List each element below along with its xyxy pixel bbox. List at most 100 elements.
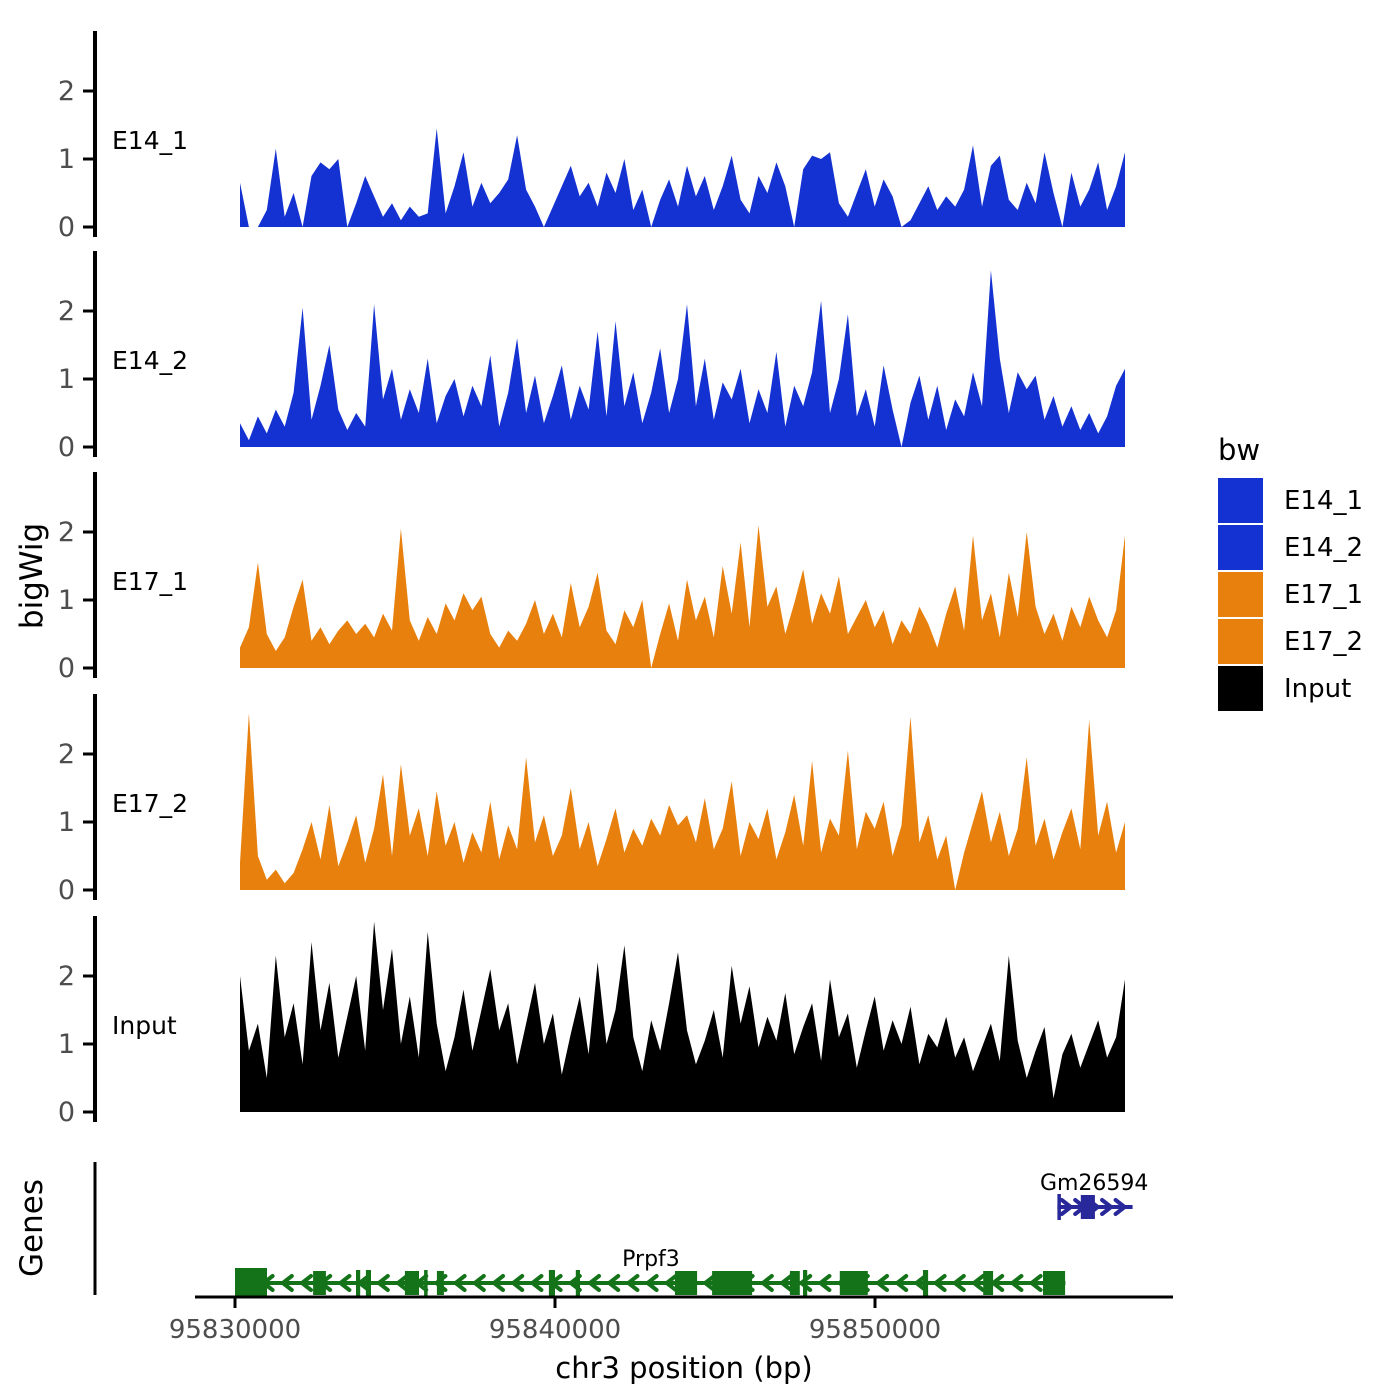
exon-wide bbox=[1080, 1195, 1095, 1219]
x-axis-title: chr3 position (bp) bbox=[555, 1351, 812, 1385]
strand-chevron-icon bbox=[972, 1274, 985, 1292]
gene-Prpf3: Prpf3 bbox=[235, 1247, 1066, 1298]
exon-wide bbox=[983, 1271, 994, 1295]
y-tick-label: 1 bbox=[58, 807, 75, 838]
strand-chevron-icon bbox=[472, 1274, 486, 1292]
track-label: Input bbox=[112, 1011, 177, 1040]
coverage-area-E14_1 bbox=[240, 128, 1125, 227]
strand-chevron-icon bbox=[511, 1274, 525, 1292]
track-E17_2: 0 1 2 E17_2 bbox=[58, 694, 1125, 906]
track-E14_1: 0 1 2 E14_1 bbox=[58, 31, 1125, 243]
strand-chevron-icon bbox=[626, 1274, 640, 1292]
y-tick-label: 0 bbox=[58, 212, 75, 243]
y-tick-label: 0 bbox=[58, 1097, 75, 1128]
exon-wide bbox=[675, 1271, 698, 1295]
exon-wide bbox=[1043, 1271, 1066, 1295]
strand-chevron-icon bbox=[760, 1274, 774, 1292]
exon-thin bbox=[575, 1270, 580, 1296]
legend-key-E14_2 bbox=[1218, 525, 1263, 570]
strand-chevron-icon bbox=[1029, 1274, 1043, 1292]
y-tick-label: 2 bbox=[58, 76, 75, 107]
exon-thin bbox=[803, 1270, 808, 1296]
legend-label-E14_2: E14_2 bbox=[1284, 533, 1363, 563]
strand-chevron-icon bbox=[280, 1274, 294, 1292]
strand-chevron-icon bbox=[818, 1274, 832, 1292]
y-axis-title: bigWig bbox=[14, 523, 50, 629]
y-tick-label: 2 bbox=[58, 739, 75, 770]
strand-chevron-icon bbox=[607, 1274, 621, 1292]
exon-thin bbox=[548, 1270, 555, 1296]
coverage-area-E17_1 bbox=[240, 525, 1125, 668]
legend-label-E17_1: E17_1 bbox=[1284, 580, 1363, 610]
y-tick-label: 1 bbox=[58, 585, 75, 616]
y-tick-label: 0 bbox=[58, 653, 75, 684]
exon-thin bbox=[923, 1270, 929, 1296]
genes-axis-title: Genes bbox=[14, 1179, 50, 1277]
y-tick-label: 2 bbox=[58, 961, 75, 992]
y-tick-label: 1 bbox=[58, 1029, 75, 1060]
legend-key-E17_1 bbox=[1218, 572, 1263, 617]
exon-thin bbox=[1057, 1194, 1061, 1220]
x-tick-label: 95850000 bbox=[809, 1315, 941, 1345]
strand-chevron-icon bbox=[664, 1274, 678, 1292]
track-label: E14_1 bbox=[112, 126, 188, 155]
strand-chevron-icon bbox=[338, 1274, 352, 1292]
strand-chevron-icon bbox=[780, 1274, 793, 1292]
y-tick-label: 1 bbox=[58, 144, 75, 175]
strand-chevron-icon bbox=[376, 1274, 390, 1292]
strand-chevron-icon bbox=[703, 1274, 717, 1292]
legend-label-E17_2: E17_2 bbox=[1284, 627, 1363, 657]
strand-chevron-icon bbox=[645, 1274, 659, 1292]
strand-chevron-icon bbox=[300, 1274, 313, 1292]
coverage-area-Input bbox=[240, 921, 1125, 1112]
strand-chevron-icon bbox=[933, 1274, 947, 1292]
y-tick-label: 1 bbox=[58, 364, 75, 395]
strand-chevron-icon bbox=[588, 1274, 601, 1292]
exon-wide bbox=[789, 1271, 800, 1295]
exon-wide bbox=[313, 1271, 326, 1295]
exon-thin bbox=[424, 1270, 428, 1296]
strand-chevron-icon bbox=[1010, 1274, 1024, 1292]
legend-key-E17_2 bbox=[1218, 619, 1263, 664]
legend-title: bw bbox=[1218, 433, 1260, 467]
track-label: E17_2 bbox=[112, 789, 188, 818]
tracks-panel: 0 1 2 E14_1 0 1 2 E14_2 0 1 2 E17_1 0 1 2 E17_2 0 1 2 Input bbox=[58, 31, 1125, 1128]
exon-wide bbox=[712, 1271, 753, 1295]
gene-Gm26594: Gm26594 bbox=[1040, 1171, 1148, 1220]
track-Input: 0 1 2 Input bbox=[58, 916, 1125, 1128]
strand-chevron-icon bbox=[914, 1274, 928, 1292]
track-E14_2: 0 1 2 E14_2 bbox=[58, 251, 1125, 463]
strand-chevron-icon bbox=[952, 1274, 966, 1292]
genes-panel: Gm26594 Prpf3 bbox=[93, 1162, 1148, 1298]
strand-chevron-icon bbox=[453, 1274, 467, 1292]
y-tick-label: 0 bbox=[58, 432, 75, 463]
y-tick-label: 2 bbox=[58, 517, 75, 548]
legend: E14_1 E14_2 E17_1 E17_2 Input bbox=[1218, 478, 1363, 711]
coverage-area-E14_2 bbox=[240, 270, 1125, 447]
strand-chevron-icon bbox=[895, 1274, 909, 1292]
y-tick-label: 2 bbox=[58, 296, 75, 327]
coverage-area-E17_2 bbox=[240, 713, 1125, 890]
exon-wide bbox=[436, 1271, 444, 1295]
gene-label: Prpf3 bbox=[622, 1247, 680, 1272]
y-tick-label: 0 bbox=[58, 875, 75, 906]
legend-label-E14_1: E14_1 bbox=[1284, 486, 1363, 516]
strand-chevron-icon bbox=[1113, 1198, 1127, 1216]
x-axis: 95830000 95840000 95850000 bbox=[169, 1295, 1173, 1345]
strand-chevron-icon bbox=[991, 1274, 1005, 1292]
exon-thin bbox=[356, 1270, 361, 1296]
track-E17_1: 0 1 2 E17_1 bbox=[58, 472, 1125, 684]
strand-chevron-icon bbox=[876, 1274, 889, 1292]
strand-chevron-icon bbox=[1059, 1198, 1073, 1216]
x-tick-label: 95830000 bbox=[169, 1315, 301, 1345]
x-tick-label: 95840000 bbox=[489, 1315, 621, 1345]
exon-wide bbox=[839, 1271, 868, 1295]
exon-thin bbox=[365, 1270, 371, 1296]
legend-key-Input bbox=[1218, 666, 1263, 711]
legend-key-E14_1 bbox=[1218, 478, 1263, 523]
track-label: E17_1 bbox=[112, 567, 188, 596]
legend-label-Input: Input bbox=[1284, 674, 1351, 704]
exon-wide bbox=[404, 1271, 419, 1295]
